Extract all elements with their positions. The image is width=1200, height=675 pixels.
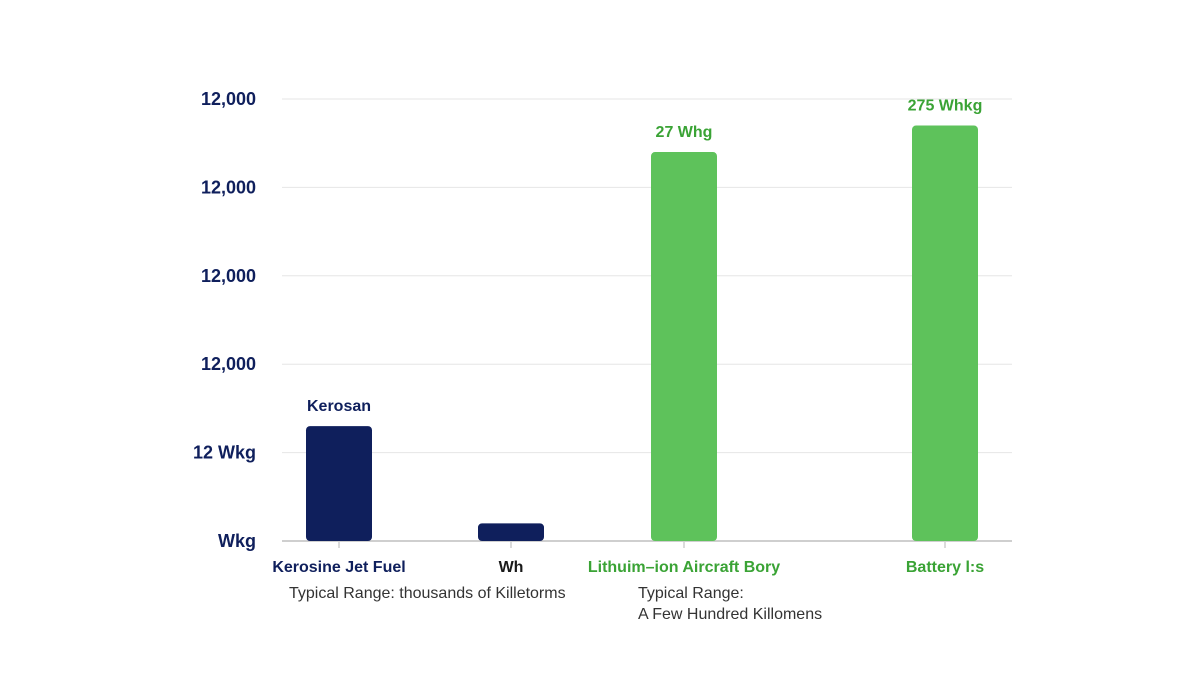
x-category-label: Kerosine Jet Fuel xyxy=(272,559,405,576)
bar xyxy=(478,523,544,541)
data-label: Kerosan xyxy=(307,398,371,415)
range-annotation: Typical Range: thousands of Killetorms xyxy=(289,585,566,602)
x-category-label: Wh xyxy=(499,559,524,576)
y-tick-label: Wkg xyxy=(218,531,256,551)
y-tick-label: 12,000 xyxy=(201,354,256,374)
y-tick-label: 12 Wkg xyxy=(193,443,256,463)
bar xyxy=(651,152,717,542)
range-annotation: Typical Range: xyxy=(638,585,744,602)
bar xyxy=(306,426,372,541)
y-tick-label: 12,000 xyxy=(201,177,256,197)
range-annotation: A Few Hundred Killomens xyxy=(638,606,822,623)
y-tick-label: 12,000 xyxy=(201,266,256,286)
data-label: 27 Whg xyxy=(656,124,713,141)
data-label: 275 Whkg xyxy=(908,98,983,115)
x-category-label: Battery l:s xyxy=(906,559,984,576)
x-category-label: Lithuim–ion Aircraft Bory xyxy=(588,559,780,576)
y-tick-label: 12,000 xyxy=(201,89,256,109)
bar xyxy=(912,125,978,542)
